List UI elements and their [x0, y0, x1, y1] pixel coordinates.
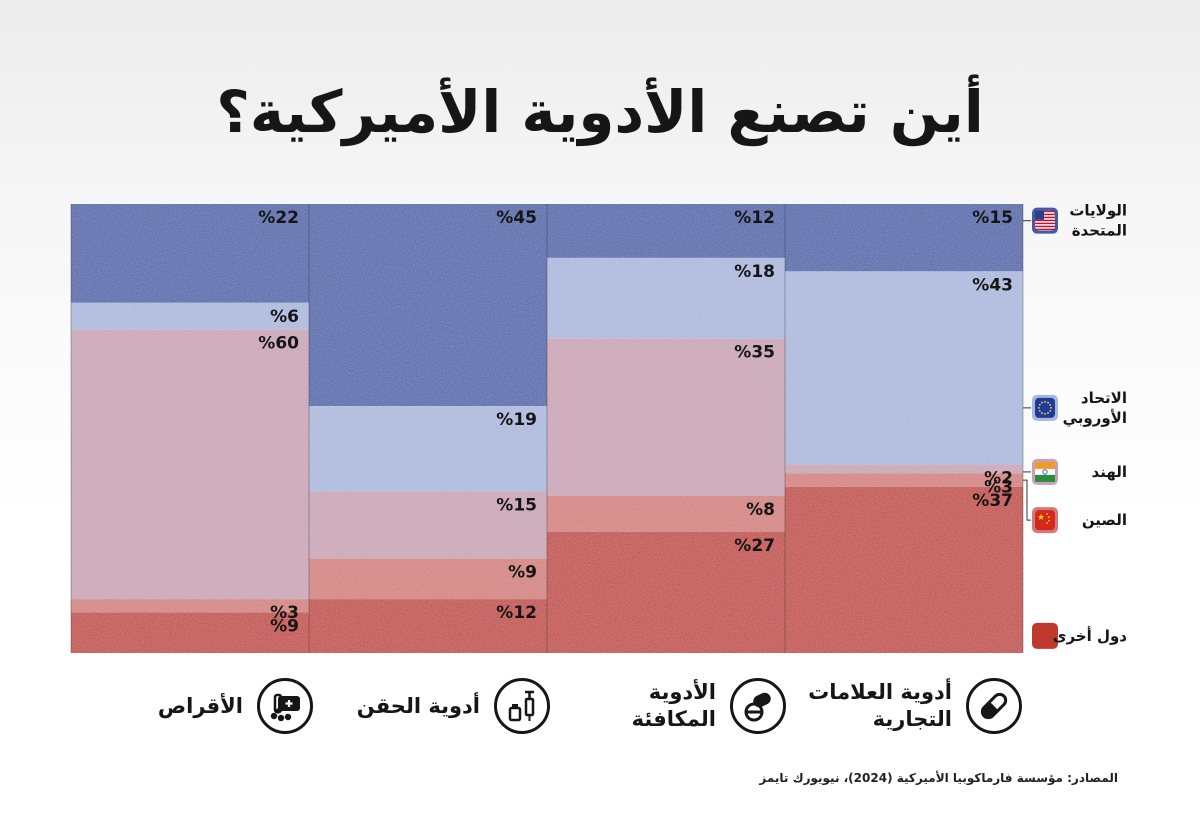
bar-segment-us — [309, 204, 547, 407]
value-label-china: %9 — [508, 563, 537, 583]
bar-segment-china — [309, 558, 547, 600]
category-brand: أدوية العلامات التجارية — [800, 678, 1022, 734]
bar-segment-india — [309, 491, 547, 559]
bar-segment-other — [309, 599, 547, 653]
red-square-icon — [1032, 622, 1058, 649]
value-label-other: %12 — [496, 603, 537, 623]
value-label-eu: %18 — [734, 262, 775, 282]
source-note: المصادر: مؤسسة فارماكوبيا الأميركية (202… — [759, 771, 1118, 785]
value-label-china: %8 — [746, 500, 775, 520]
category-label: الأدوية المكافئة — [631, 680, 716, 731]
syringe-icon — [494, 678, 550, 734]
bar-segment-us — [785, 204, 1023, 272]
value-label-other: %37 — [972, 491, 1013, 511]
legend-label-eu: الاتحاد الأوروبي — [1063, 389, 1127, 427]
value-label-other: %9 — [270, 617, 299, 637]
bar-segment-other — [547, 531, 785, 653]
category-tablets: الأقراص — [148, 678, 313, 734]
capsule-icon — [966, 678, 1022, 734]
value-label-us: %15 — [972, 208, 1013, 228]
bar-segment-china — [71, 599, 309, 613]
legend: الولايات المتحدة الاتحاد الأوروبي الهند الصين… — [1023, 202, 1127, 649]
column-separators — [70, 204, 1024, 653]
value-label-eu: %43 — [972, 275, 1013, 295]
bar-segment-india — [785, 464, 1023, 474]
legend-label-india: الهند — [1092, 463, 1127, 481]
value-label-china: %3 — [270, 603, 299, 623]
category-label: الأقراص — [157, 693, 243, 718]
value-label-china: %3 — [984, 477, 1013, 497]
bar-segment-eu — [71, 302, 309, 330]
pill-bottle-icon — [257, 678, 313, 734]
bar-segment-other — [71, 612, 309, 653]
bar-segment-eu — [309, 406, 547, 492]
chart-title: أين تصنع الأدوية الأميركية؟ — [216, 78, 984, 146]
india-flag-icon — [1032, 458, 1058, 485]
bar-segments — [71, 204, 1023, 653]
bar-segment-us — [71, 204, 309, 303]
value-label-eu: %19 — [496, 410, 537, 430]
value-labels: %15%43%2%3%37%12%18%35%8%27%45%19%15%9%1… — [258, 208, 1013, 637]
value-label-us: %22 — [258, 208, 299, 228]
category-injection: أدوية الحقن — [340, 678, 550, 734]
legend-connector — [1023, 479, 1031, 521]
legend-label-other: دول أخرى — [1053, 626, 1128, 645]
us-flag-icon — [1032, 207, 1058, 234]
value-label-eu: %6 — [270, 307, 299, 327]
bar-segment-india — [547, 338, 785, 496]
category-label: أدوية الحقن — [356, 693, 480, 718]
value-label-india: %35 — [734, 343, 775, 363]
legend-label-china: الصين — [1082, 511, 1127, 529]
bar-segment-india — [71, 329, 309, 600]
pills-icon — [730, 678, 786, 734]
bar-segment-us — [547, 204, 785, 258]
value-label-us: %12 — [734, 208, 775, 228]
bar-segment-eu — [785, 271, 1023, 465]
value-label-india: %2 — [984, 468, 1013, 488]
bar-segment-china — [547, 495, 785, 532]
value-label-other: %27 — [734, 536, 775, 556]
stacked-bar-chart: %15%43%2%3%37%12%18%35%8%27%45%19%15%9%1… — [70, 202, 1127, 653]
china-flag-icon — [1032, 507, 1058, 534]
value-label-india: %15 — [496, 495, 537, 515]
value-label-india: %60 — [258, 334, 299, 354]
eu-flag-icon — [1032, 394, 1058, 421]
category-generic: الأدوية المكافئة — [596, 678, 786, 734]
category-label: أدوية العلامات التجارية — [808, 680, 952, 731]
bar-segment-eu — [547, 257, 785, 339]
value-label-us: %45 — [496, 208, 537, 228]
legend-label-us: الولايات المتحدة — [1069, 202, 1127, 240]
bar-segment-other — [785, 486, 1023, 653]
bar-segment-china — [785, 473, 1023, 487]
